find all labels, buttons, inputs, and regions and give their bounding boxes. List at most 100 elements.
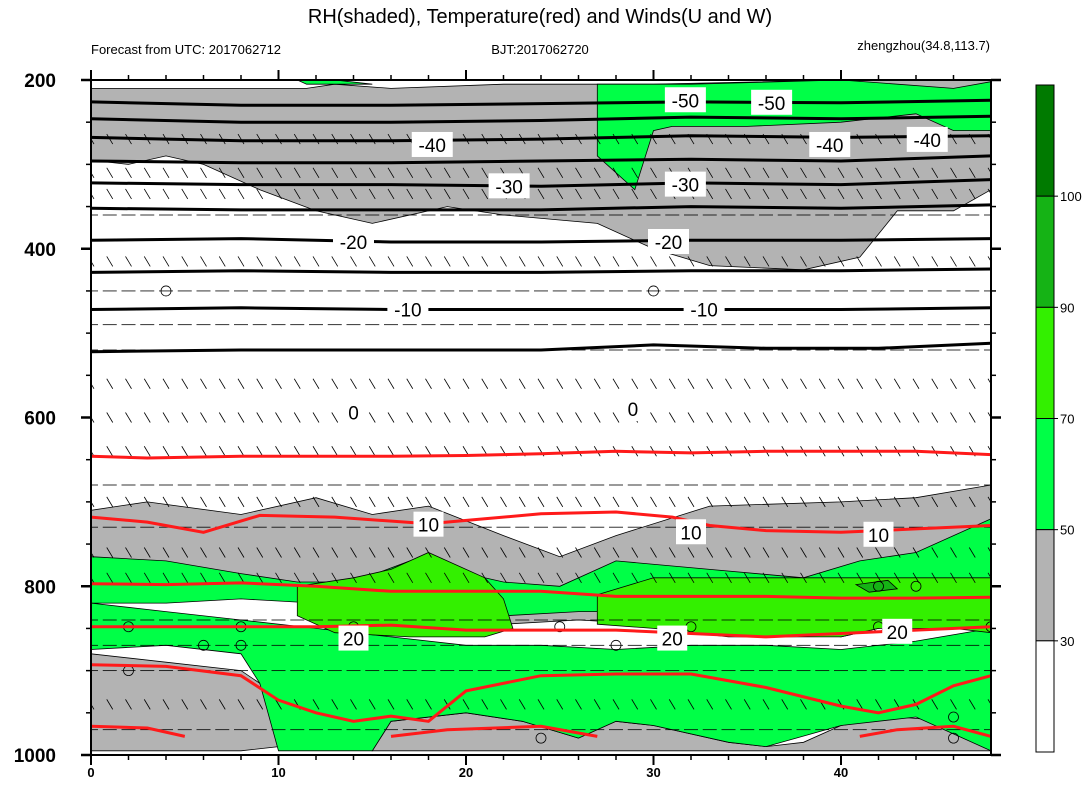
wind-mark [275,188,282,200]
wind-mark [537,412,545,423]
wind-mark [687,378,695,389]
calm-wind-circle [948,711,959,723]
wind-mark [912,188,920,200]
wind-mark [106,496,114,508]
wind-mark [931,547,939,558]
wind-mark [856,496,864,508]
contour-label-text: 10 [868,526,889,547]
wind-mark [987,547,991,554]
wind-mark [406,572,414,584]
wind-mark [350,167,357,179]
contour-label-box [882,618,913,644]
colorbar-label: 70 [1060,412,1074,427]
wind-mark [800,188,807,200]
wind-mark [237,412,245,423]
wind-mark [293,496,301,508]
wind-mark [612,496,620,508]
wind-mark [350,133,357,145]
wind-row-560 [91,378,991,389]
wind-mark [406,378,414,389]
wind-mark [200,572,207,584]
wind-mark [706,572,714,584]
wind-mark [406,547,414,558]
contour-label-text: -20 [655,233,682,254]
wind-mark [275,256,282,267]
wind-mark [856,572,864,584]
contour-label-box [623,396,643,422]
wind-mark [837,572,845,584]
wind-mark [425,167,432,179]
wind-mark [481,167,489,179]
wind-mark [256,188,264,200]
wind-mark [575,256,582,267]
wind-mark [593,412,601,423]
wind-mark [331,547,339,558]
wind-row-335 [91,188,991,200]
wind-mark [406,699,414,710]
wind-mark [481,412,489,423]
wind-mark [237,378,245,389]
wind-mark [368,256,376,267]
y-tick-label: 400 [24,240,56,261]
wind-mark [556,167,564,179]
wind-mark [500,496,507,508]
wind-mark [387,446,395,457]
wind-mark [162,496,170,508]
wind-mark [968,167,976,179]
wind-mark [725,572,732,584]
wind-mark [631,699,639,710]
temp-contour--40-3 [91,154,991,165]
wind-mark [500,256,507,267]
wind-mark [668,412,676,423]
contour-label-text: 10 [680,523,701,544]
wind-mark [818,378,826,389]
wind-mark [968,572,976,584]
wind-mark [968,412,976,423]
wind-mark [125,167,132,179]
wind-mark [856,188,864,200]
wind-mark [425,256,432,267]
x-tick-label: 20 [459,765,473,780]
wind-mark [912,572,920,584]
temp-contour-30-18 [390,724,598,738]
forecast-subtitle: Forecast from UTC: 2017062712 [91,42,281,57]
wind-mark [406,496,414,508]
wind-mark [631,188,639,200]
wind-mark [706,547,714,558]
wind-mark [293,547,301,558]
wind-mark [987,256,991,263]
wind-mark [143,547,151,558]
wind-mark [481,256,489,267]
temp-contour--30-4 [91,178,991,188]
wind-mark [218,188,226,200]
temp-contour--50-0 [91,98,991,107]
wind-mark [556,572,564,584]
wind-mark [481,699,489,710]
contour-label: -50 [751,89,793,115]
wind-mark [350,256,357,267]
wind-mark [256,378,264,389]
wind-mark [556,378,564,389]
chart-title: RH(shaded), Temperature(red) and Winds(U… [308,6,772,28]
wind-mark [331,496,339,508]
wind-mark [650,572,657,584]
contour-label-box [751,89,793,115]
wind-mark [950,378,957,389]
wind-mark [368,496,376,508]
wind-mark [425,412,432,423]
wind-mark [968,699,976,710]
wind-mark [331,699,339,710]
wind-mark [350,699,357,710]
wind-mark [143,699,151,710]
wind-mark [650,496,657,508]
wind-mark [575,547,582,558]
wind-mark [800,412,807,423]
wind-mark [312,378,320,389]
temp-contour--20-7 [91,267,991,274]
wind-mark [762,547,770,558]
wind-mark [462,547,470,558]
wind-mark [931,167,939,179]
contour-label: -40 [809,131,851,157]
wind-mark [181,412,189,423]
wind-mark [443,572,451,584]
